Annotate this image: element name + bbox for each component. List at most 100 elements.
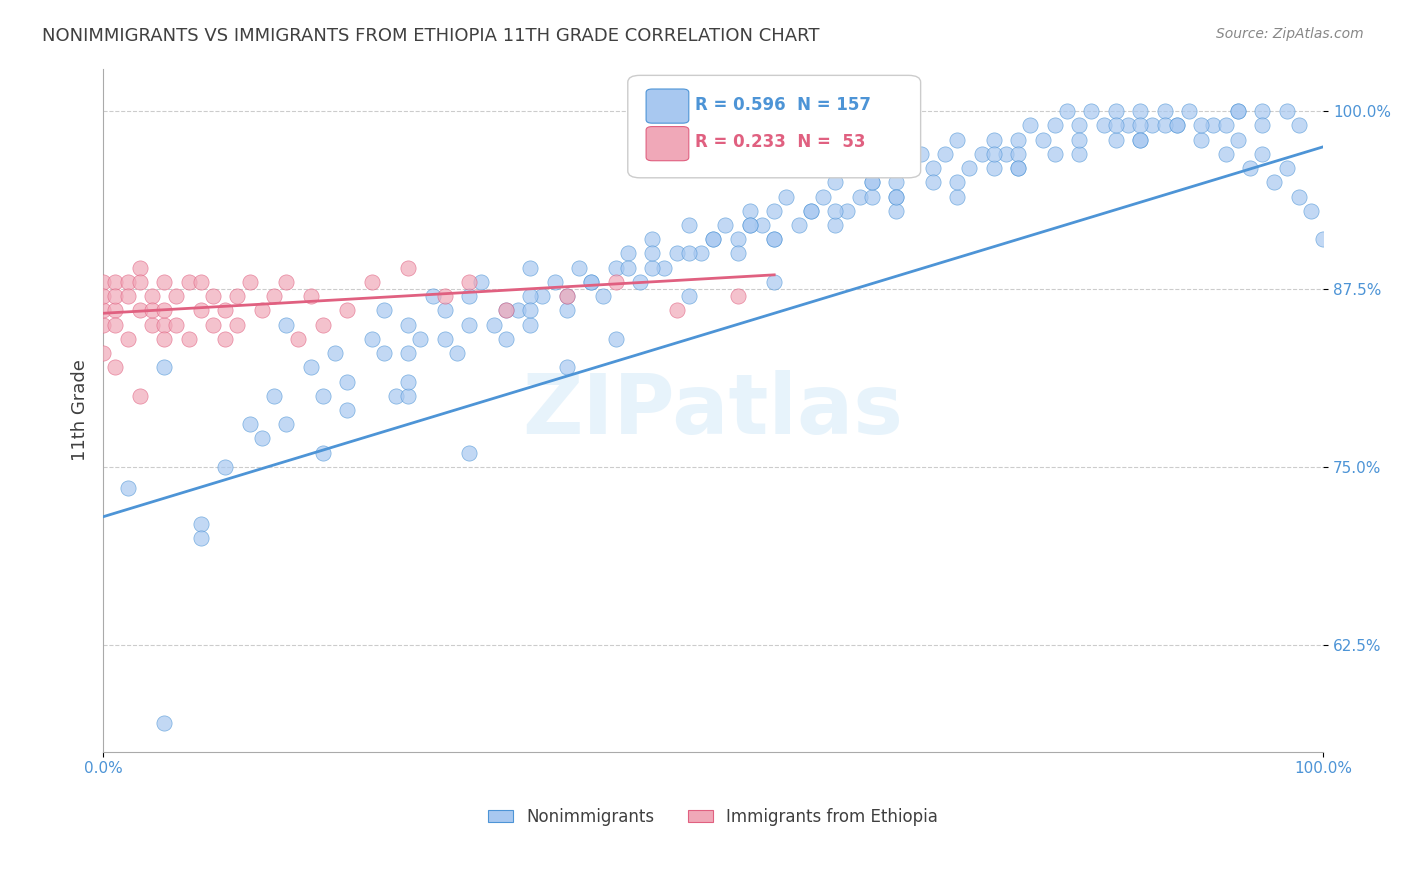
Point [1105, 104, 1128, 119]
Point [579, 275, 602, 289]
Point [910, 147, 932, 161]
Point [751, 218, 773, 232]
Point [1153, 119, 1175, 133]
Point [1312, 232, 1334, 246]
Point [446, 346, 468, 360]
Point [727, 232, 749, 246]
Point [117, 289, 139, 303]
Point [1288, 119, 1310, 133]
Point [811, 189, 834, 203]
Point [543, 275, 565, 289]
Point [165, 289, 187, 303]
Point [1166, 119, 1188, 133]
Point [433, 303, 456, 318]
Point [860, 175, 883, 189]
Point [763, 203, 786, 218]
Point [312, 318, 335, 332]
Point [238, 417, 260, 432]
Point [495, 332, 517, 346]
Point [190, 516, 212, 531]
Point [775, 189, 797, 203]
Point [287, 332, 309, 346]
Point [190, 275, 212, 289]
Point [837, 203, 859, 218]
Point [884, 189, 907, 203]
Point [1116, 119, 1139, 133]
Point [824, 203, 846, 218]
Point [238, 275, 260, 289]
Point [884, 203, 907, 218]
Point [824, 218, 846, 232]
Point [91, 289, 114, 303]
Point [263, 389, 285, 403]
Text: ZIPatlas: ZIPatlas [523, 369, 904, 450]
Point [605, 275, 627, 289]
Point [165, 318, 187, 332]
Point [1166, 119, 1188, 133]
Point [128, 275, 150, 289]
Point [934, 147, 956, 161]
Point [1080, 104, 1102, 119]
Point [128, 303, 150, 318]
Point [276, 275, 298, 289]
Point [373, 346, 395, 360]
Point [141, 289, 163, 303]
Point [1069, 147, 1091, 161]
Point [299, 360, 322, 375]
Point [884, 175, 907, 189]
Point [946, 175, 969, 189]
Point [482, 318, 505, 332]
Point [579, 275, 602, 289]
Point [1189, 133, 1212, 147]
Point [727, 289, 749, 303]
Point [641, 246, 664, 260]
Point [641, 260, 664, 275]
Point [519, 318, 541, 332]
Point [128, 389, 150, 403]
Point [970, 147, 993, 161]
Point [214, 303, 236, 318]
Point [884, 189, 907, 203]
Point [1007, 161, 1029, 175]
Point [678, 289, 700, 303]
Point [690, 246, 713, 260]
Point [91, 303, 114, 318]
Point [1032, 133, 1054, 147]
Text: NONIMMIGRANTS VS IMMIGRANTS FROM ETHIOPIA 11TH GRADE CORRELATION CHART: NONIMMIGRANTS VS IMMIGRANTS FROM ETHIOPI… [42, 27, 820, 45]
Point [214, 332, 236, 346]
Point [470, 275, 492, 289]
Point [983, 147, 1005, 161]
Point [312, 446, 335, 460]
Point [153, 332, 176, 346]
Point [336, 375, 359, 389]
Point [1215, 147, 1237, 161]
Point [678, 218, 700, 232]
Point [104, 318, 127, 332]
Point [848, 189, 870, 203]
Point [422, 289, 444, 303]
Text: Source: ZipAtlas.com: Source: ZipAtlas.com [1216, 27, 1364, 41]
Point [1215, 119, 1237, 133]
Point [214, 459, 236, 474]
Point [409, 332, 432, 346]
Point [873, 161, 896, 175]
Point [763, 232, 786, 246]
Point [104, 289, 127, 303]
Point [738, 218, 761, 232]
Point [458, 275, 481, 289]
FancyBboxPatch shape [647, 127, 689, 161]
Point [678, 246, 700, 260]
Point [495, 303, 517, 318]
Point [1056, 104, 1078, 119]
Point [605, 260, 627, 275]
Point [665, 246, 688, 260]
Point [153, 360, 176, 375]
Point [153, 318, 176, 332]
Point [1239, 161, 1261, 175]
Point [628, 275, 651, 289]
FancyBboxPatch shape [647, 89, 689, 123]
Point [360, 332, 382, 346]
Point [702, 232, 724, 246]
Point [458, 289, 481, 303]
Point [323, 346, 346, 360]
